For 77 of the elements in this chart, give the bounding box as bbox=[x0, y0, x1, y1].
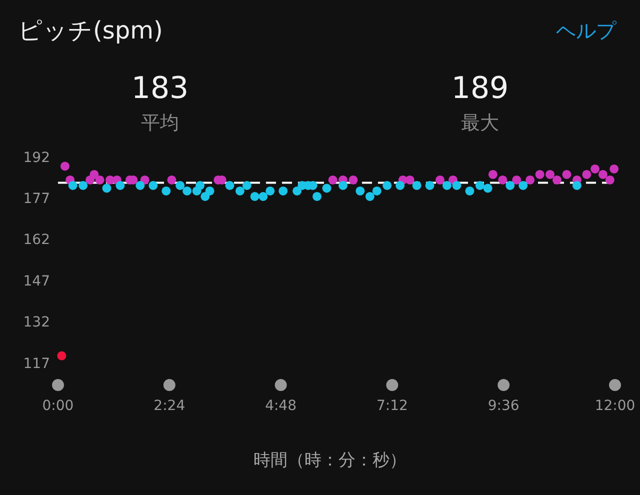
y-tick-label: 162 bbox=[23, 232, 50, 248]
point bbox=[465, 186, 474, 196]
y-tick-label: 192 bbox=[23, 150, 50, 166]
point bbox=[512, 175, 522, 184]
point bbox=[582, 170, 592, 179]
x-tick-label: 2:24 bbox=[154, 398, 186, 414]
point bbox=[412, 180, 422, 190]
y-tick-label: 132 bbox=[23, 314, 50, 331]
point bbox=[348, 175, 358, 184]
x-tick-label: 0:00 bbox=[42, 398, 74, 414]
point bbox=[338, 180, 348, 190]
point bbox=[312, 192, 322, 201]
x-tick-label: 9:36 bbox=[488, 398, 520, 414]
point bbox=[506, 180, 515, 190]
point bbox=[546, 170, 555, 179]
point bbox=[396, 180, 405, 190]
point bbox=[266, 186, 275, 196]
point bbox=[590, 164, 600, 174]
point bbox=[365, 192, 374, 201]
point bbox=[225, 180, 234, 190]
point bbox=[442, 180, 452, 190]
point bbox=[68, 180, 78, 190]
point bbox=[242, 180, 252, 190]
point bbox=[562, 170, 572, 179]
point bbox=[322, 184, 332, 193]
text: 189 bbox=[451, 71, 509, 106]
point bbox=[95, 175, 104, 184]
x-axis-title: 時間（時：分：秒） bbox=[254, 450, 406, 471]
point bbox=[182, 186, 192, 196]
point bbox=[535, 170, 544, 179]
point bbox=[102, 184, 112, 193]
text: 最大 bbox=[461, 112, 499, 134]
point bbox=[60, 162, 70, 171]
text: ヘルプ bbox=[556, 18, 617, 42]
point bbox=[598, 170, 608, 179]
text: 平均 bbox=[141, 112, 179, 134]
point bbox=[78, 180, 88, 190]
point bbox=[292, 186, 302, 196]
point bbox=[167, 175, 176, 184]
point bbox=[356, 186, 365, 196]
point bbox=[425, 180, 434, 190]
point bbox=[205, 186, 214, 196]
x-tick-label: 12:00 bbox=[594, 398, 636, 414]
point bbox=[552, 175, 562, 184]
point bbox=[436, 175, 445, 184]
point bbox=[250, 192, 260, 201]
point bbox=[405, 175, 414, 184]
chart-title: ピッチ(spm) bbox=[18, 16, 163, 45]
point bbox=[382, 180, 392, 190]
point bbox=[176, 180, 185, 190]
point bbox=[572, 180, 582, 190]
point bbox=[258, 192, 268, 201]
point bbox=[235, 186, 244, 196]
point bbox=[475, 180, 484, 190]
point bbox=[498, 175, 508, 184]
point bbox=[148, 180, 158, 190]
y-tick-label: 177 bbox=[23, 191, 50, 208]
text: 183 bbox=[131, 71, 189, 106]
point bbox=[136, 180, 145, 190]
point bbox=[610, 164, 619, 174]
x-tick-label: 7:12 bbox=[376, 398, 408, 414]
point bbox=[488, 170, 498, 179]
point bbox=[328, 175, 338, 184]
point bbox=[278, 186, 288, 196]
point bbox=[605, 175, 614, 184]
x-tick-label: 4:48 bbox=[265, 398, 297, 414]
point bbox=[162, 186, 171, 196]
point bbox=[90, 170, 99, 179]
point bbox=[518, 180, 528, 190]
point bbox=[483, 184, 492, 193]
y-tick-label: 147 bbox=[23, 273, 50, 290]
point bbox=[452, 180, 462, 190]
point bbox=[526, 175, 535, 184]
point bbox=[196, 180, 205, 190]
y-tick-label: 117 bbox=[23, 356, 50, 372]
point bbox=[372, 186, 382, 196]
point bbox=[116, 180, 125, 190]
